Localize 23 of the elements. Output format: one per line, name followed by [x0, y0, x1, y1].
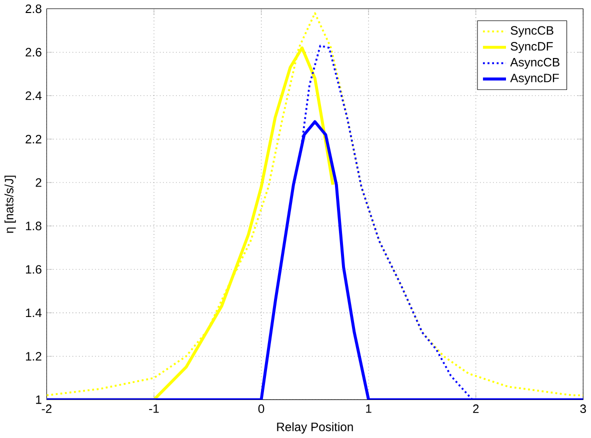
y-tick-label: 1	[36, 395, 42, 404]
y-tick-label: 2.8	[26, 4, 42, 14]
legend-label: AsyncCB	[510, 58, 560, 69]
x-axis-title: Relay Position	[277, 422, 353, 434]
legend-label: AsyncDF	[510, 74, 559, 85]
legend-label: SyncCB	[510, 26, 554, 38]
y-tick-label: 1.4	[26, 308, 42, 317]
x-tick-label: -2	[42, 404, 52, 413]
y-tick-label: 2.2	[26, 134, 42, 144]
x-tick-label: 0	[258, 404, 264, 413]
x-tick-label: 2	[473, 404, 479, 413]
y-tick-label: 1.6	[26, 265, 42, 274]
y-tick-label: 2.6	[26, 48, 42, 56]
x-tick-label: 1	[366, 404, 372, 413]
y-tick-label: 1.2	[26, 352, 42, 360]
x-tick-label: 3	[580, 404, 586, 413]
legend-label: SyncDF	[510, 42, 553, 54]
y-tick-label: 2.4	[26, 91, 42, 100]
y-tick-label: 2	[36, 178, 42, 187]
y-tick-label: 1.8	[26, 222, 42, 230]
y-axis-title: η [nats/s/J]	[4, 176, 16, 233]
line-series	[46, 12, 584, 396]
x-tick-label: -1	[149, 404, 159, 413]
